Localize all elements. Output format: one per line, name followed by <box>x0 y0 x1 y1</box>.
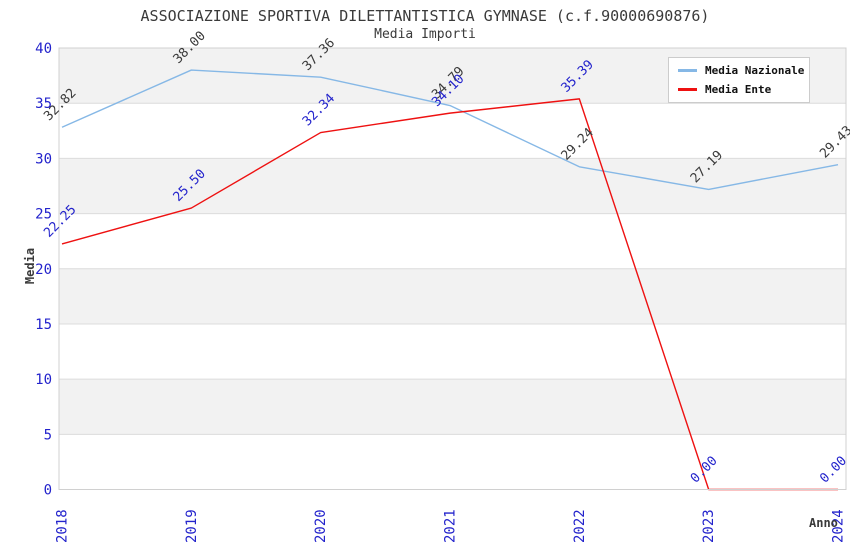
data-point-label-media-nazionale: 29.43 <box>817 123 850 161</box>
legend-line-swatch <box>678 69 697 72</box>
legend-item-media-nazionale: Media Nazionale <box>678 64 809 77</box>
chart-subtitle: Media Importi <box>374 27 476 42</box>
y-axis-tick-label: 15 <box>35 317 52 333</box>
x-axis-tick-label: 2023 <box>701 509 717 543</box>
y-axis-tick-label: 40 <box>35 41 52 57</box>
x-axis-tick-label: 2021 <box>443 509 459 543</box>
y-axis-tick-label: 30 <box>35 151 52 167</box>
x-axis-tick-label: 2019 <box>184 509 200 543</box>
legend-box: Media Nazionale Media Ente <box>668 57 810 103</box>
x-axis-tick-label: 2018 <box>55 509 71 543</box>
legend-label: Media Ente <box>705 83 772 96</box>
y-axis-tick-label: 0 <box>44 483 52 499</box>
x-axis-title: Anno <box>809 516 838 530</box>
legend-line-swatch <box>678 88 697 91</box>
x-axis-tick-label: 2024 <box>831 509 847 543</box>
grid-band <box>59 379 846 435</box>
series-line-media-nazionale <box>61 69 839 191</box>
x-axis-tick-label: 2022 <box>572 509 588 543</box>
y-axis-tick-label: 25 <box>35 207 52 223</box>
data-point-label-media-ente: 0.00 <box>817 454 850 487</box>
y-axis-tick-label: 5 <box>44 427 52 443</box>
data-point-label-media-ente: 0.00 <box>688 454 721 487</box>
y-axis-tick-label: 35 <box>35 96 52 112</box>
plot-border <box>58 47 847 490</box>
legend-label: Media Nazionale <box>705 64 805 77</box>
y-axis-tick-label: 20 <box>35 262 52 278</box>
grid-band <box>59 158 846 214</box>
data-point-label-media-nazionale: 29.24 <box>559 125 597 163</box>
legend-item-media-ente: Media Ente <box>678 83 809 96</box>
y-axis-tick-label: 10 <box>35 372 52 388</box>
x-axis-tick-label: 2020 <box>313 509 329 543</box>
grid-band <box>59 268 846 324</box>
y-axis-title: Media <box>23 247 37 285</box>
chart-title: ASSOCIAZIONE SPORTIVA DILETTANTISTICA GY… <box>140 7 710 25</box>
